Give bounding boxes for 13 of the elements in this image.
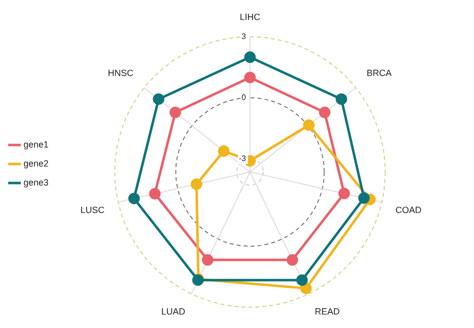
- spoke-label: LIHC: [240, 12, 261, 22]
- y-tick-label: -3: [238, 154, 247, 163]
- spoke-label: LUAD: [161, 306, 186, 316]
- legend-label: gene3: [24, 177, 49, 188]
- spoke-label: COAD: [395, 205, 422, 216]
- y-tick-label: 0: [242, 92, 247, 102]
- spoke-label: READ: [314, 306, 340, 316]
- spoke-label: BRCA: [366, 68, 392, 78]
- legend-label: gene1: [24, 139, 49, 150]
- spoke-label: LUSC: [80, 205, 106, 216]
- legend-label: gene2: [24, 158, 49, 168]
- spoke-label: HNSC: [108, 68, 134, 78]
- y-tick-label: 3: [242, 32, 247, 42]
